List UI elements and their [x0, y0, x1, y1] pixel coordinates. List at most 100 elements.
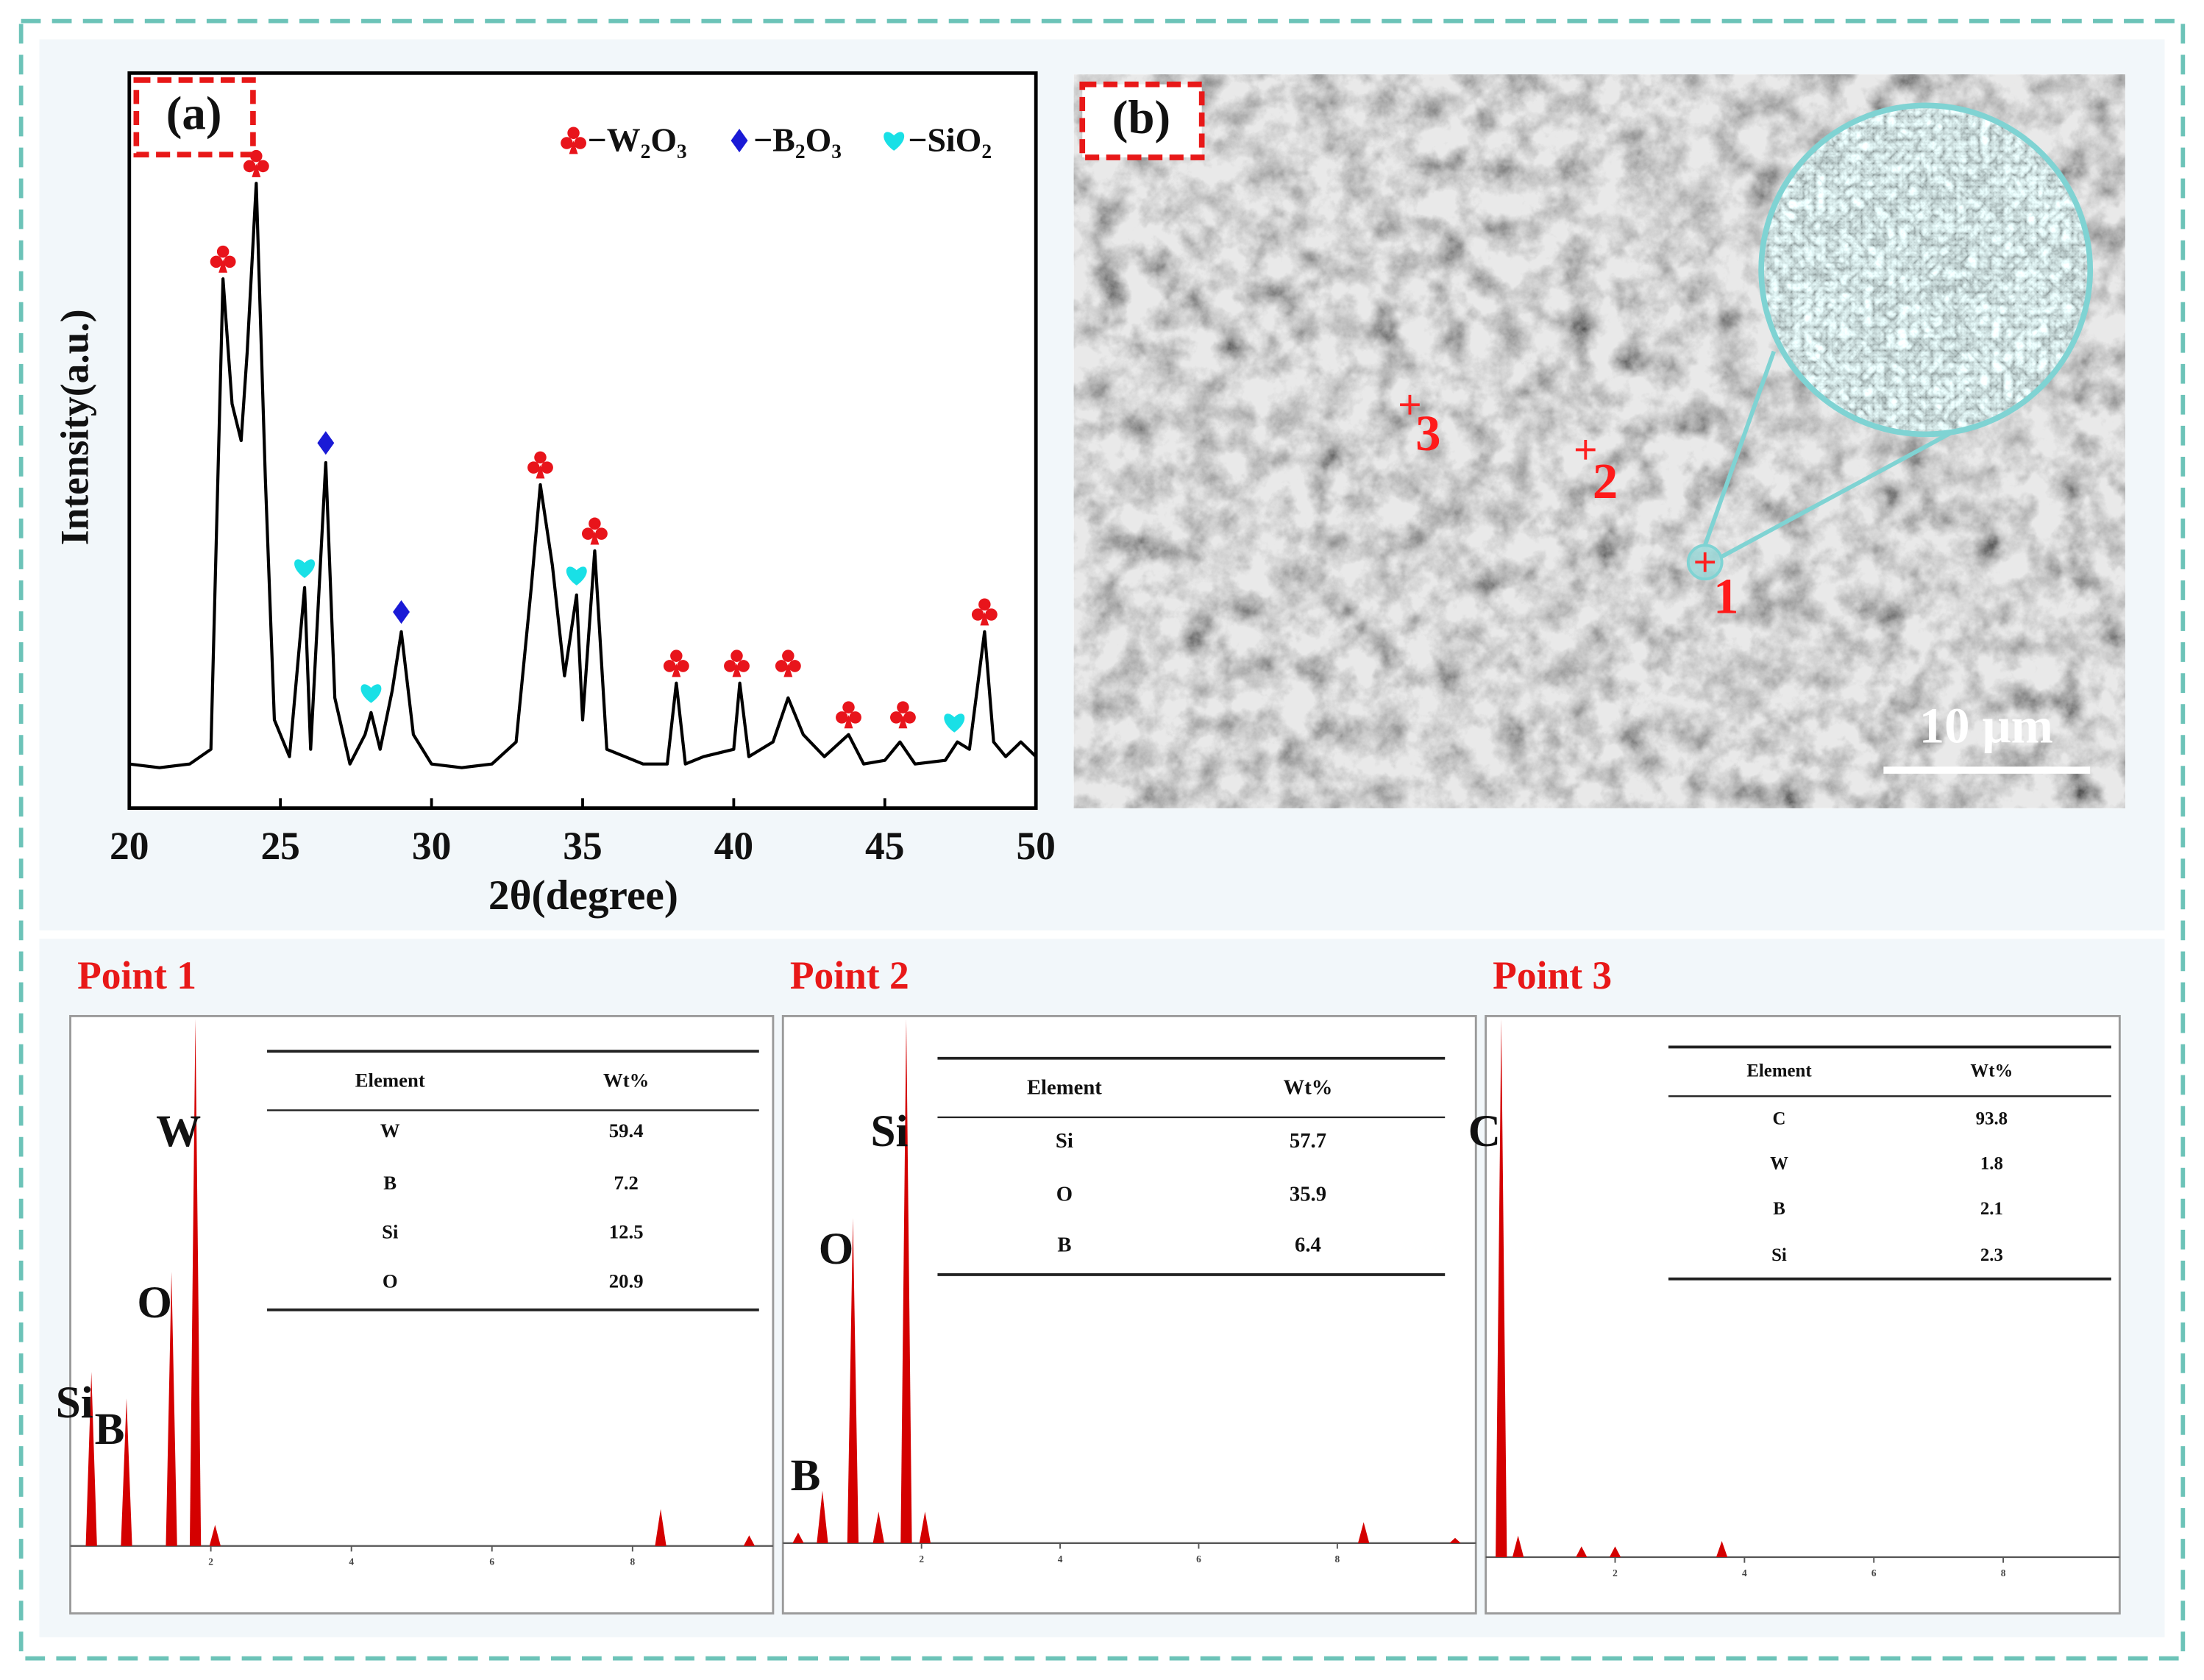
- table-cell: B: [1057, 1233, 1071, 1256]
- phase-marker: [890, 701, 916, 729]
- phase-marker: [527, 451, 553, 479]
- spectrum-title: Point 3: [1493, 953, 1612, 997]
- table-cell: 59.4: [609, 1120, 644, 1142]
- zoom-connector: [1721, 430, 1952, 559]
- spectrum-peak: [1512, 1535, 1524, 1558]
- legend-symbol: [561, 127, 586, 154]
- spectrum-peak: [872, 1512, 884, 1543]
- peak-label: C: [1468, 1107, 1501, 1156]
- table-cell: O: [1056, 1183, 1073, 1206]
- spectrum-title: Point 2: [790, 953, 909, 997]
- xrd-line: [129, 182, 1037, 769]
- x-tick-label: 40: [714, 824, 753, 868]
- x-tick-label: 50: [1016, 824, 1055, 868]
- table-cell: 93.8: [1976, 1108, 2008, 1128]
- spectrum-peak: [919, 1512, 931, 1543]
- table-cell: W: [380, 1120, 400, 1142]
- scale-bar-label: 10 μm: [1919, 697, 2053, 753]
- spectrum-peak: [847, 1218, 859, 1543]
- x-axis-label: 2θ(degree): [488, 872, 678, 919]
- spectrum-peak: [1449, 1537, 1461, 1543]
- peak-label: W: [156, 1107, 201, 1156]
- point-label: 2: [1593, 453, 1618, 509]
- panel-label-box: [1079, 81, 1205, 160]
- x-tick-label: 45: [865, 824, 904, 868]
- point-label: 1: [1713, 569, 1738, 624]
- x-tick-label: 4: [1742, 1567, 1747, 1578]
- point-marker: [1400, 394, 1420, 415]
- legend-symbol: [884, 132, 905, 151]
- spectrum-peak: [655, 1509, 666, 1546]
- table-cell: W: [1770, 1154, 1788, 1174]
- peak-label: Si: [56, 1378, 93, 1428]
- peak-label: O: [137, 1278, 172, 1328]
- outer-border: [18, 18, 2186, 1661]
- x-tick-label: 25: [260, 824, 299, 868]
- table-header: Element: [1746, 1061, 1812, 1081]
- spectrum-panel: [69, 1014, 775, 1615]
- spectrum-peak: [817, 1490, 828, 1543]
- table-cell: 7.2: [614, 1172, 639, 1194]
- plot-frame: [127, 71, 1038, 811]
- x-tick-label: 2: [919, 1553, 924, 1565]
- point-marker: [1695, 552, 1716, 572]
- x-tick-label: 8: [1335, 1553, 1340, 1565]
- table-cell: B: [1773, 1199, 1785, 1219]
- phase-marker: [566, 566, 587, 585]
- table-header: Wt%: [603, 1069, 649, 1091]
- point-marker: [1575, 440, 1596, 460]
- x-tick-label: 4: [1058, 1553, 1063, 1565]
- x-tick-label: 8: [2001, 1567, 2006, 1578]
- x-tick-label: 6: [1196, 1553, 1201, 1565]
- spectrum-peak: [1716, 1541, 1728, 1558]
- y-axis-label: Intensity(a.u.): [52, 309, 96, 545]
- phase-marker: [944, 713, 965, 733]
- table-cell: Si: [1056, 1129, 1073, 1153]
- phase-marker: [294, 559, 316, 578]
- table-cell: 57.7: [1290, 1129, 1326, 1153]
- table-header: Wt%: [1970, 1061, 2013, 1081]
- legend-label: −W₂O₃: [588, 121, 687, 158]
- phase-marker: [971, 598, 998, 626]
- table-cell: 20.9: [609, 1270, 644, 1292]
- panel-label: (b): [1112, 91, 1170, 144]
- spectrum-panel: [1485, 1014, 2121, 1615]
- table-cell: 12.5: [609, 1221, 644, 1243]
- table-cell: 2.3: [1980, 1245, 2003, 1265]
- peak-label: O: [819, 1225, 854, 1274]
- phase-marker: [581, 517, 608, 545]
- peak-label: Si: [871, 1107, 909, 1156]
- phase-marker: [724, 649, 750, 677]
- phase-marker: [663, 649, 689, 677]
- spectrum-peak: [792, 1532, 804, 1543]
- phase-marker: [836, 701, 861, 729]
- table-cell: 1.8: [1980, 1154, 2003, 1174]
- phase-marker: [775, 649, 801, 677]
- spectrum-peak: [121, 1398, 132, 1546]
- x-tick-label: 35: [563, 824, 602, 868]
- table-cell: Si: [1771, 1245, 1787, 1265]
- spectrum-title: Point 1: [77, 953, 196, 997]
- spectrum-peak: [1358, 1522, 1370, 1543]
- table-header: Wt%: [1284, 1075, 1333, 1099]
- spectrum-peak: [743, 1535, 756, 1546]
- zoom-connector: [1702, 350, 1777, 547]
- spectrum-peak: [209, 1525, 221, 1546]
- spectrum-peak: [900, 1019, 912, 1543]
- phase-marker: [360, 684, 382, 703]
- zoom-circle: [1758, 102, 2094, 438]
- zoom-texture: [1763, 107, 2089, 433]
- spectrum-peak: [1496, 1019, 1507, 1558]
- spectrum-panel: [781, 1014, 1477, 1615]
- table-cell: 6.4: [1295, 1233, 1321, 1256]
- phase-marker: [210, 245, 236, 273]
- panel-label: (a): [166, 87, 222, 140]
- x-tick-label: 20: [110, 824, 149, 868]
- table-cell: C: [1773, 1108, 1786, 1128]
- x-tick-label: 2: [1613, 1567, 1618, 1578]
- x-tick-label: 6: [1871, 1567, 1877, 1578]
- table-cell: B: [383, 1172, 397, 1194]
- spectrum-peak: [85, 1372, 97, 1546]
- x-tick-label: 2: [208, 1556, 213, 1567]
